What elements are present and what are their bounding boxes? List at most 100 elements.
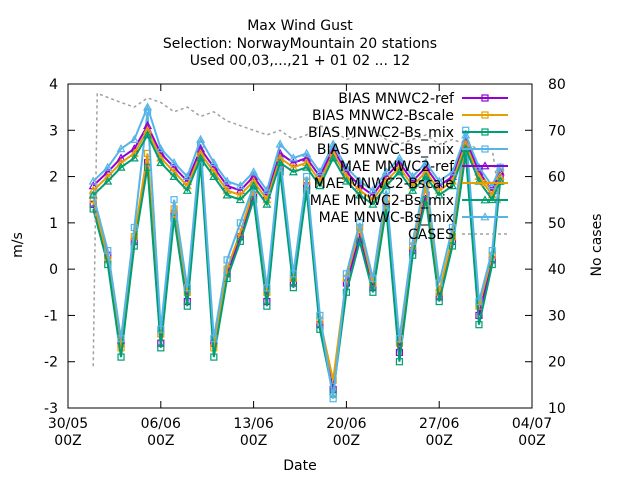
data-point-triangle <box>209 157 219 167</box>
data-point-square <box>409 237 417 245</box>
data-point-triangle <box>262 199 272 208</box>
y-tick-label: 3 <box>49 123 58 139</box>
legend-entry-0: BIAS MNWC2-ref <box>338 91 508 107</box>
x-tick-label-hour: 00Z <box>333 433 360 449</box>
data-point-square <box>210 353 218 361</box>
legend-entry-5: MAE MNWC2-Bscale <box>314 176 508 192</box>
series-8 <box>92 92 501 367</box>
legend-marker <box>480 195 490 204</box>
data-point-triangle <box>421 157 431 167</box>
y-tick-label: -2 <box>44 355 58 371</box>
data-point-triangle <box>143 102 153 111</box>
y-axis-label: m/s <box>10 232 26 258</box>
legend-label: MAE MNWC2-Bscale <box>314 176 454 192</box>
data-point-triangle <box>103 167 113 176</box>
data-point-triangle <box>408 176 418 185</box>
data-point-triangle <box>249 171 259 180</box>
legend-entry-6: MAE MNWC2-Bs_mix <box>310 193 508 209</box>
data-point-triangle <box>288 157 298 167</box>
data-point-square <box>475 321 483 329</box>
data-point-triangle <box>355 185 365 194</box>
data-point-square <box>250 196 258 204</box>
data-point-triangle <box>156 144 166 153</box>
data-point-square <box>183 284 191 292</box>
data-point-triangle <box>209 162 219 171</box>
data-point-square <box>303 186 311 195</box>
data-point-triangle <box>249 167 259 176</box>
data-point-triangle <box>341 162 351 171</box>
data-point-triangle <box>288 167 298 176</box>
data-point-triangle <box>235 194 245 204</box>
data-point-square <box>329 395 337 403</box>
data-point-triangle <box>103 176 113 185</box>
data-point-triangle <box>182 171 192 180</box>
y2-tick-label: 20 <box>548 355 566 371</box>
data-point-square <box>356 237 364 245</box>
legend-label: BIAS MNWC2-Bscale <box>312 108 454 124</box>
legend-label: BIAS MNWC-Bs_mix <box>317 142 454 158</box>
data-point-square <box>223 256 231 264</box>
data-point-square <box>409 251 417 259</box>
data-point-triangle <box>421 162 431 171</box>
data-point-square <box>342 270 350 278</box>
data-point-square <box>356 219 364 227</box>
data-point-triangle <box>368 185 378 194</box>
legend-entry-3: BIAS MNWC-Bs_mix <box>317 142 508 158</box>
data-point-triangle <box>275 153 285 162</box>
x-tick-label-hour: 00Z <box>240 433 267 449</box>
data-point-triangle <box>156 157 166 167</box>
data-point-triangle <box>116 162 126 171</box>
data-point-triangle <box>169 162 179 171</box>
y2-tick-label: 80 <box>548 77 566 93</box>
x-tick-label-hour: 00Z <box>147 433 174 449</box>
y-tick-label: -3 <box>44 401 58 417</box>
data-point-triangle <box>88 185 98 194</box>
legend-label: MAE MNWC-Bs_mix <box>319 210 454 226</box>
data-point-triangle <box>116 153 126 162</box>
data-point-triangle <box>302 153 312 162</box>
data-point-triangle <box>222 181 232 190</box>
chart-title: Max Wind Gust <box>247 18 353 34</box>
data-point-square <box>130 223 138 232</box>
data-point-triangle <box>408 171 418 180</box>
data-point-triangle <box>461 130 471 139</box>
y-tick-label: 2 <box>49 170 58 186</box>
data-point-square <box>263 288 271 296</box>
data-point-triangle <box>408 181 418 190</box>
data-point-triangle <box>169 171 179 180</box>
legend-marker <box>481 128 489 136</box>
data-point-triangle <box>196 153 206 162</box>
data-point-triangle <box>196 148 206 157</box>
x-tick-label: 04/07 <box>512 416 552 432</box>
data-point-square <box>303 172 311 181</box>
data-point-triangle <box>88 190 98 199</box>
data-point-triangle <box>88 181 98 190</box>
data-point-triangle <box>495 171 505 180</box>
x-axis-label: Date <box>283 458 316 474</box>
legend-entry-8: CASES <box>408 227 508 243</box>
y2-tick-label: 10 <box>548 401 566 417</box>
data-point-triangle <box>381 181 391 190</box>
x-tick-label: 20/06 <box>326 416 366 432</box>
data-point-square <box>448 242 457 250</box>
data-point-triangle <box>288 153 298 162</box>
data-point-triangle <box>129 134 139 143</box>
y2-tick-label: 30 <box>548 308 566 324</box>
data-point-triangle <box>341 176 351 185</box>
chart-subtitle-used: Used 00,03,...,21 + 01 02 ... 12 <box>190 53 410 69</box>
legend-marker <box>480 161 490 170</box>
legend-label: MAE MNWC2-Bs_mix <box>310 193 454 209</box>
data-point-triangle <box>302 162 312 171</box>
x-tick-label-hour: 00Z <box>54 433 81 449</box>
data-point-triangle <box>209 171 219 180</box>
y2-tick-label: 70 <box>548 123 566 139</box>
data-point-triangle <box>328 153 338 162</box>
data-point-square <box>488 247 496 255</box>
title-block: Max Wind Gust Selection: NorwayMountain … <box>163 18 437 69</box>
data-point-triangle <box>249 181 259 190</box>
data-point-triangle <box>249 176 259 185</box>
data-point-triangle <box>487 181 497 190</box>
y-tick-label: 1 <box>49 216 58 232</box>
legend-marker <box>480 178 490 187</box>
